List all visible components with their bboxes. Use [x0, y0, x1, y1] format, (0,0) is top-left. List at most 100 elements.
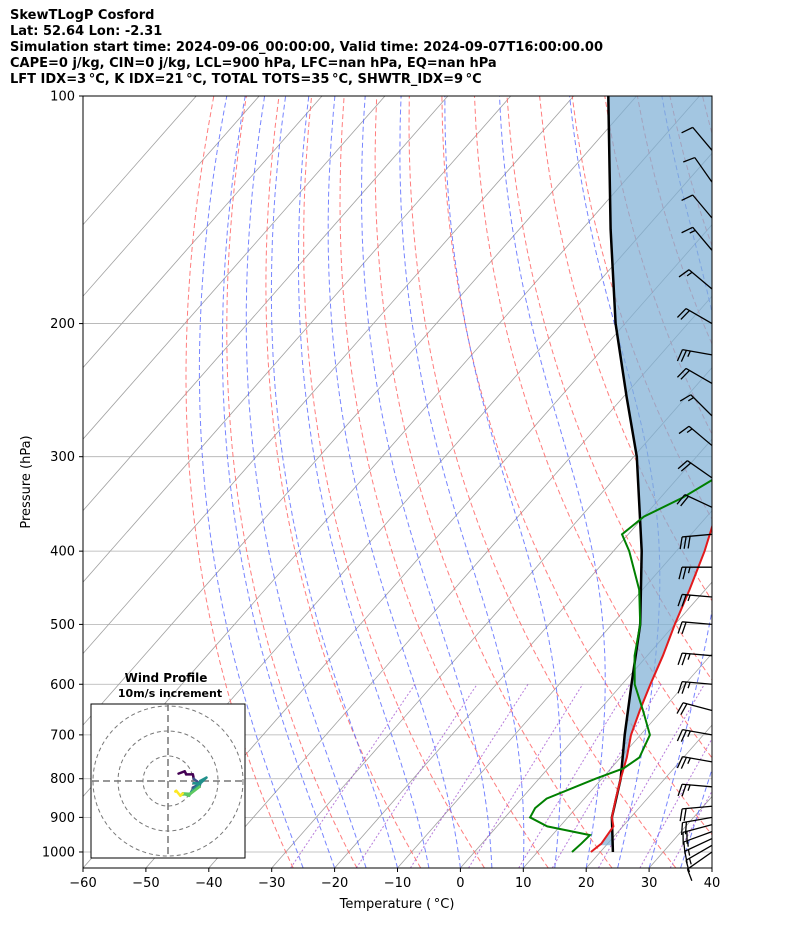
y-tick-label: 200 — [50, 317, 75, 332]
hodograph-segment — [190, 776, 208, 794]
mixing-ratio-line — [409, 684, 529, 868]
wind-barb — [679, 805, 713, 822]
isotherm-line — [83, 96, 449, 512]
x-tick-label: −60 — [69, 876, 96, 891]
wind-barb — [677, 593, 713, 607]
isotherm-line — [397, 510, 712, 868]
wind-barb — [676, 349, 713, 362]
wind-barb — [682, 823, 713, 845]
moist-adiabat — [245, 96, 367, 868]
moist-adiabat — [680, 767, 712, 868]
moist-adiabat — [270, 96, 398, 868]
isotherm-line — [83, 96, 512, 583]
moist-adiabat — [444, 96, 562, 868]
x-axis-ticks: −60 −50 −40 −30 −20 −10 0 10 20 30 40 — [69, 868, 720, 891]
x-tick-label: −20 — [321, 876, 348, 891]
location: Lat: 52.64 Lon: -2.31 — [10, 24, 163, 39]
dry-adiabat — [185, 96, 294, 868]
isotherm-line — [460, 581, 712, 868]
x-tick-label: −30 — [258, 876, 285, 891]
hodograph-segment — [174, 789, 178, 793]
wind-barb — [676, 729, 713, 742]
wind-barb — [680, 816, 713, 835]
isotherm-line — [83, 96, 323, 369]
wind-profile-inset: Wind Profile 10m/s increment — [90, 671, 246, 859]
wind-barb — [678, 269, 713, 290]
y-tick-label: 300 — [50, 450, 75, 465]
isotherm-line — [83, 96, 637, 726]
dry-adiabat — [768, 96, 794, 868]
x-tick-label: 20 — [578, 876, 595, 891]
wind-barb — [676, 494, 713, 508]
isotherm-line — [83, 96, 260, 297]
y-tick-label: 1000 — [42, 845, 75, 860]
dry-adiabat — [702, 96, 712, 136]
wind-barb — [677, 621, 713, 635]
y-tick-label: 100 — [50, 90, 75, 105]
isotherm-line — [83, 96, 574, 655]
mixing-ratio-line — [468, 684, 584, 868]
inset-title: Wind Profile — [125, 671, 208, 685]
x-tick-label: −10 — [384, 876, 411, 891]
moist-adiabat — [198, 96, 304, 868]
mixing-ratio-line — [290, 684, 416, 868]
wind-barb — [678, 566, 712, 580]
moist-adiabat — [221, 96, 336, 868]
isotherm-line — [83, 96, 386, 440]
wind-barb — [681, 194, 713, 219]
y-axis-ticks: 100 200 300 400 500 600 700 800 900 1000 — [42, 90, 83, 860]
stable-layer-fill — [599, 96, 712, 846]
x-axis-label: Temperature ( °C) — [339, 897, 455, 912]
wind-barb — [681, 126, 713, 151]
wind-barb — [678, 425, 713, 447]
y-tick-label: 400 — [50, 545, 75, 560]
dry-adiabat — [408, 96, 677, 868]
convective-params: CAPE=0 j/kg, CIN=0 j/kg, LCL=900 hPa, LF… — [10, 56, 497, 71]
dry-adiabat — [441, 96, 712, 836]
wind-barb — [677, 783, 713, 797]
isotherm-line — [271, 367, 712, 868]
y-tick-label: 800 — [50, 772, 75, 787]
wind-barb — [679, 533, 713, 550]
x-tick-label: −50 — [132, 876, 159, 891]
title-station: SkewTLogP Cosford — [10, 8, 155, 23]
chart-header: SkewTLogP Cosford Lat: 52.64 Lon: -2.31 … — [10, 8, 603, 88]
isotherm-line — [585, 724, 712, 868]
wind-barb — [677, 652, 713, 666]
wind-barb — [679, 394, 713, 417]
wind-barbs — [676, 126, 713, 881]
dry-adiabat — [374, 96, 613, 868]
moist-adiabat — [499, 96, 606, 868]
moist-adiabat — [711, 866, 712, 868]
x-tick-label: 10 — [515, 876, 532, 891]
x-tick-label: 30 — [641, 876, 658, 891]
mixing-ratio-line — [551, 684, 662, 868]
dry-adiabat — [226, 96, 358, 868]
dry-adiabat — [339, 96, 549, 868]
mixing-ratio-line — [355, 684, 478, 868]
wind-barb — [681, 226, 713, 251]
wind-barb — [677, 460, 713, 479]
sounding-profiles — [528, 96, 712, 853]
isotherm-line — [775, 96, 794, 868]
wind-barb — [677, 681, 713, 694]
y-tick-label: 500 — [50, 618, 75, 633]
moist-adiabat — [361, 96, 493, 868]
isotherm-line — [145, 224, 712, 868]
mixing-ratio-line — [518, 684, 631, 868]
dry-adiabat — [735, 96, 794, 868]
dewpoint-line — [528, 478, 712, 853]
isotherm-line — [334, 438, 712, 868]
wind-barb — [676, 367, 713, 384]
y-tick-label: 900 — [50, 811, 75, 826]
x-tick-label: 0 — [456, 876, 464, 891]
hodograph-segment — [189, 785, 201, 796]
moist-adiabat — [399, 96, 525, 868]
wind-barb — [686, 851, 713, 881]
moist-adiabat — [327, 96, 461, 868]
dry-adiabat — [539, 96, 712, 602]
y-tick-label: 700 — [50, 728, 75, 743]
isotherm-line — [711, 867, 712, 868]
wind-barb — [676, 756, 713, 769]
stability-indices: LFT IDX=3 °C, K IDX=21 °C, TOTAL TOTS=35… — [10, 72, 482, 87]
